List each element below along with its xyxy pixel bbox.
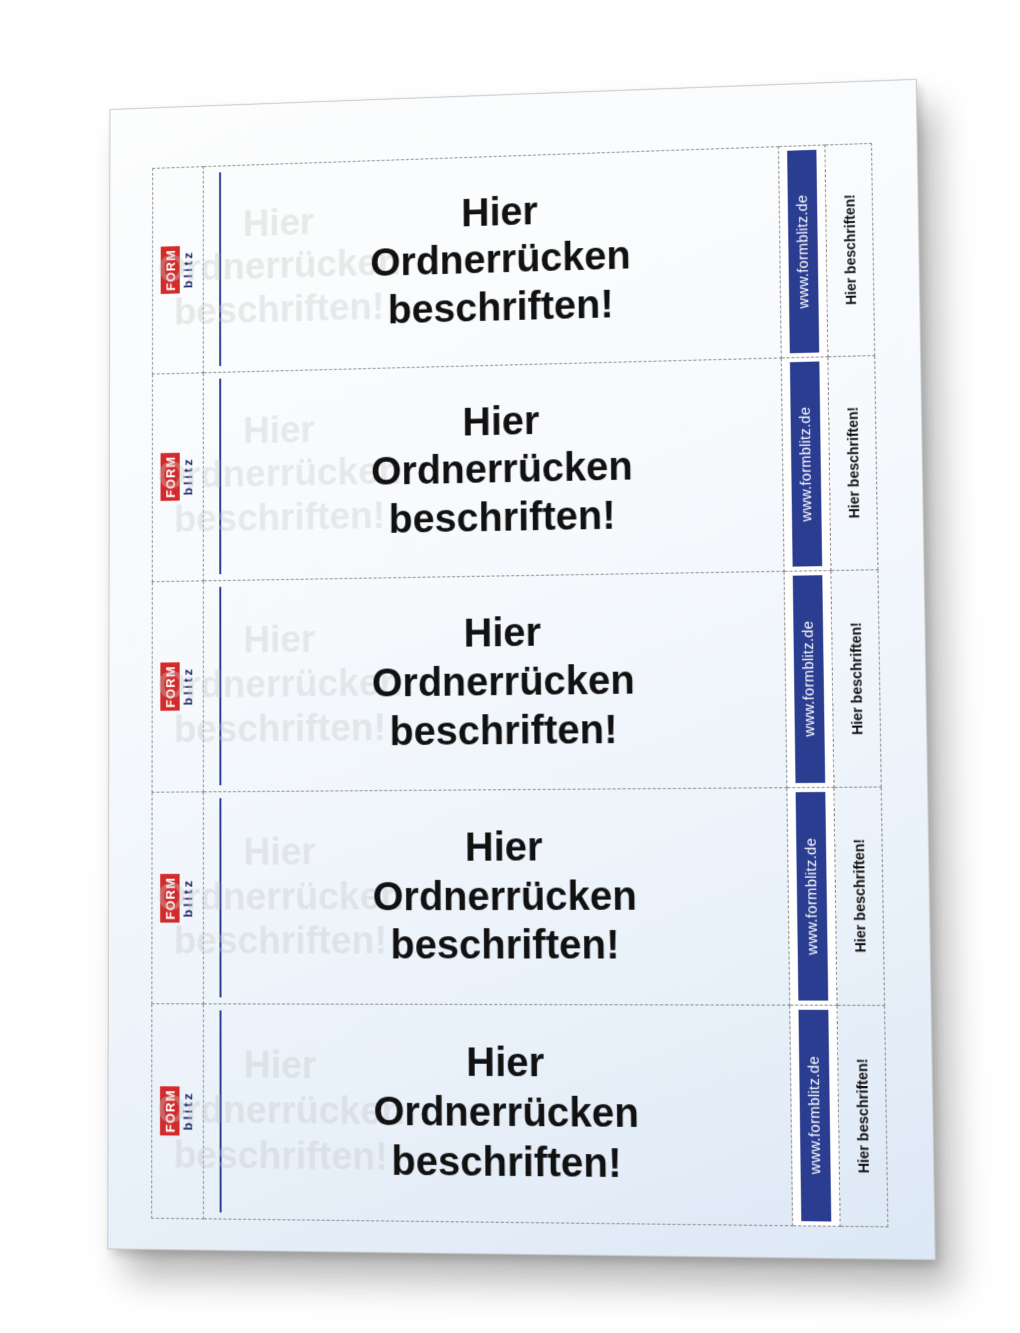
logo-part-blitz: blitz <box>179 875 196 919</box>
vertical-rule <box>219 587 221 785</box>
logo-part-form: FORM <box>160 662 179 711</box>
url-text: www.formblitz.de <box>806 1056 824 1174</box>
main-line: beschriften! <box>370 280 631 335</box>
main-line: beschriften! <box>374 1137 640 1189</box>
main-line: Hier <box>371 394 633 448</box>
logo-part-form: FORM <box>160 246 179 294</box>
vertical-rule <box>219 172 221 365</box>
formblitz-logo: FORMblitz <box>160 245 195 294</box>
logo-part-form: FORM <box>160 1086 180 1135</box>
url-strip: www.formblitz.de <box>796 791 829 1000</box>
hint-text: Hier beschriften! <box>841 194 859 305</box>
logo-cell: FORMblitz <box>152 581 204 792</box>
spine-label-text: HierOrdnerrückenbeschriften! <box>347 394 633 545</box>
label-row: FORMblitzHierOrdnerrückenbeschriften!Hie… <box>152 570 882 792</box>
formblitz-logo: FORMblitz <box>160 662 196 711</box>
vertical-rule <box>219 797 221 997</box>
url-cell: www.formblitz.de <box>779 144 828 358</box>
hint-cell[interactable]: Hier beschriften! <box>825 142 875 356</box>
main-text-cell[interactable]: HierOrdnerrückenbeschriften!HierOrdnerrü… <box>204 146 782 373</box>
logo-part-blitz: blitz <box>179 664 195 708</box>
main-line: Ordnerrücken <box>371 443 633 497</box>
url-strip: www.formblitz.de <box>799 1010 832 1221</box>
main-line: Ordnerrücken <box>370 232 631 288</box>
logo-part-blitz: blitz <box>179 455 195 498</box>
hint-cell[interactable]: Hier beschriften! <box>834 787 885 1006</box>
url-text: www.formblitz.de <box>797 406 815 521</box>
logo-cell: FORMblitz <box>151 792 204 1005</box>
main-line: Ordnerrücken <box>372 656 635 708</box>
formblitz-logo: FORMblitz <box>160 452 196 501</box>
logo-part-blitz: blitz <box>179 248 195 291</box>
url-strip: www.formblitz.de <box>790 361 822 567</box>
main-line: Hier <box>372 607 635 659</box>
main-line: beschriften! <box>372 705 636 756</box>
formblitz-logo: FORMblitz <box>160 1086 196 1135</box>
hint-cell[interactable]: Hier beschriften! <box>831 570 881 787</box>
hint-cell[interactable]: Hier beschriften! <box>838 1006 889 1227</box>
page-wrapper: FORMblitzHierOrdnerrückenbeschriften!Hie… <box>100 87 920 1247</box>
main-line: Hier <box>372 822 636 872</box>
logo-part-blitz: blitz <box>179 1089 196 1133</box>
main-line: Hier <box>370 184 631 240</box>
label-row: FORMblitzHierOrdnerrückenbeschriften!Hie… <box>152 142 875 373</box>
url-cell: www.formblitz.de <box>785 571 835 788</box>
logo-part-form: FORM <box>160 453 179 501</box>
url-text: www.formblitz.de <box>800 620 818 736</box>
hint-text: Hier beschriften! <box>850 839 868 953</box>
url-cell: www.formblitz.de <box>790 1006 840 1227</box>
main-text-cell[interactable]: HierOrdnerrückenbeschriften!HierOrdnerrü… <box>204 1004 793 1225</box>
main-text-cell[interactable]: HierOrdnerrückenbeschriften!HierOrdnerrü… <box>204 787 790 1005</box>
logo-cell: FORMblitz <box>151 1004 204 1219</box>
main-line: beschriften! <box>373 921 638 971</box>
main-line: Hier <box>373 1038 639 1089</box>
spine-label-text: HierOrdnerrückenbeschriften! <box>348 607 636 757</box>
main-text-cell[interactable]: HierOrdnerrückenbeschriften!HierOrdnerrü… <box>204 358 785 581</box>
main-line: Ordnerrücken <box>373 871 638 921</box>
logo-cell: FORMblitz <box>152 166 204 374</box>
logo-cell: FORMblitz <box>152 372 204 582</box>
url-cell: www.formblitz.de <box>787 787 837 1006</box>
hint-text: Hier beschriften! <box>853 1058 871 1173</box>
hint-text: Hier beschriften! <box>844 406 862 518</box>
label-row: FORMblitzHierOrdnerrückenbeschriften!Hie… <box>151 787 885 1006</box>
url-strip: www.formblitz.de <box>787 149 819 352</box>
label-sheet: FORMblitzHierOrdnerrückenbeschriften!Hie… <box>108 79 934 1258</box>
hint-cell[interactable]: Hier beschriften! <box>828 355 878 571</box>
label-row: FORMblitzHierOrdnerrückenbeschriften!Hie… <box>151 1004 888 1227</box>
logo-part-form: FORM <box>160 873 179 922</box>
main-line: beschriften! <box>371 491 633 544</box>
main-text-cell[interactable]: HierOrdnerrückenbeschriften!HierOrdnerrü… <box>204 571 788 791</box>
url-cell: www.formblitz.de <box>782 356 832 571</box>
vertical-rule <box>220 1010 222 1212</box>
url-text: www.formblitz.de <box>794 194 812 308</box>
spine-label-text: HierOrdnerrückenbeschriften! <box>347 184 632 336</box>
spine-label-text: HierOrdnerrückenbeschriften! <box>349 822 638 970</box>
hint-text: Hier beschriften! <box>847 621 865 734</box>
url-strip: www.formblitz.de <box>793 575 825 782</box>
label-row: FORMblitzHierOrdnerrückenbeschriften!Hie… <box>152 355 879 582</box>
url-text: www.formblitz.de <box>803 837 821 954</box>
vertical-rule <box>219 378 221 574</box>
spine-label-text: HierOrdnerrückenbeschriften! <box>350 1038 640 1189</box>
main-line: Ordnerrücken <box>373 1087 639 1139</box>
formblitz-logo: FORMblitz <box>160 873 196 922</box>
